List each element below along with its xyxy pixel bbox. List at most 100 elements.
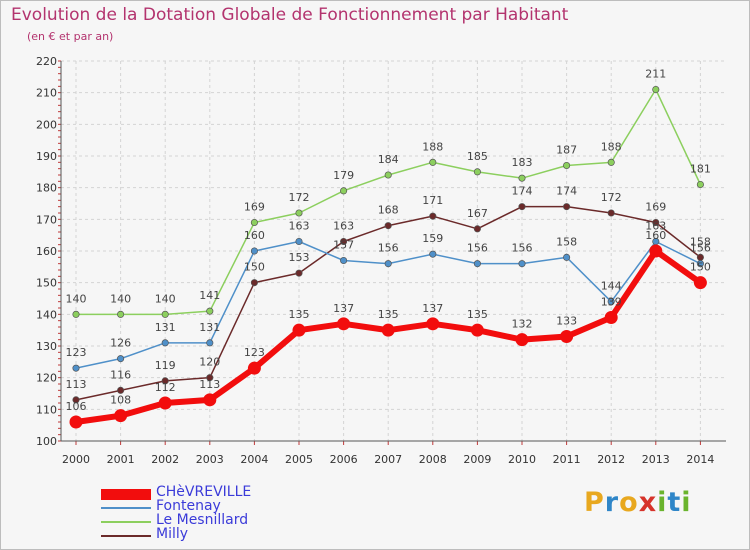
data-point [292, 323, 306, 337]
data-point [473, 225, 481, 233]
data-point [340, 237, 348, 246]
data-point [652, 85, 660, 94]
data-point [607, 298, 615, 306]
brand-letter: i [657, 487, 668, 518]
data-point [206, 339, 214, 347]
data-point [429, 212, 437, 220]
data-point [117, 355, 125, 363]
chart-subtitle: (en € et par an) [27, 30, 114, 43]
data-label: 139 [601, 296, 622, 309]
brand-letter: i [681, 487, 692, 518]
x-tick-label: 2012 [597, 453, 625, 466]
data-label: 187 [556, 144, 577, 157]
data-point [117, 386, 125, 394]
data-point [72, 396, 80, 404]
data-label: 185 [467, 150, 488, 163]
data-point [295, 269, 303, 277]
data-label: 179 [333, 169, 354, 182]
data-point [429, 250, 437, 258]
data-point [470, 323, 484, 337]
data-point [563, 161, 571, 170]
data-label: 135 [378, 308, 399, 321]
data-label: 158 [556, 235, 577, 248]
x-tick-label: 2008 [419, 453, 447, 466]
data-label: 188 [422, 140, 443, 153]
data-label: 156 [512, 242, 533, 255]
data-label: 140 [66, 292, 87, 305]
data-point [250, 279, 258, 287]
data-label: 174 [512, 185, 533, 198]
x-tick-label: 2003 [196, 453, 224, 466]
legend-swatch [101, 507, 151, 509]
data-point [161, 339, 169, 347]
y-tick-label: 190 [36, 150, 57, 163]
x-tick-label: 2007 [374, 453, 402, 466]
data-label: 153 [289, 251, 310, 264]
data-label: 135 [289, 308, 310, 321]
data-label: 158 [690, 235, 711, 248]
x-tick-label: 2005 [285, 453, 313, 466]
data-point [340, 256, 348, 265]
y-tick-label: 140 [36, 308, 57, 321]
data-label: 120 [199, 356, 220, 369]
y-tick-label: 110 [36, 403, 57, 416]
data-label: 171 [422, 194, 443, 207]
brand-letter: x [638, 487, 658, 518]
data-label: 169 [244, 201, 265, 214]
data-label: 150 [690, 261, 711, 274]
y-tick-label: 170 [36, 213, 57, 226]
data-point [426, 317, 440, 331]
data-label: 132 [512, 318, 533, 331]
brand-logo: Proxiti [584, 487, 692, 518]
data-point [117, 310, 125, 318]
data-label: 113 [66, 378, 87, 391]
data-label: 131 [155, 321, 176, 334]
data-point [518, 174, 526, 182]
data-point [518, 260, 526, 268]
data-label: 184 [378, 153, 399, 166]
brand-letter: o [619, 487, 639, 518]
data-point [247, 361, 261, 375]
data-point [515, 333, 529, 347]
data-point [381, 323, 395, 337]
data-point [429, 158, 437, 166]
x-tick-label: 2002 [151, 453, 179, 466]
data-point [203, 393, 217, 407]
data-label: 157 [333, 239, 354, 252]
data-label: 144 [601, 280, 622, 293]
data-label: 160 [244, 229, 265, 242]
data-point [206, 374, 214, 382]
data-point [560, 330, 574, 343]
data-label: 156 [467, 242, 488, 255]
data-label: 163 [289, 220, 310, 233]
data-point [161, 377, 169, 385]
data-point [563, 253, 571, 261]
data-point [518, 203, 526, 211]
data-label: 126 [110, 337, 131, 350]
data-label: 140 [155, 292, 176, 305]
legend-swatch [101, 521, 151, 523]
data-label: 188 [601, 140, 622, 153]
data-label: 133 [556, 315, 577, 328]
data-point [337, 317, 351, 331]
y-tick-label: 200 [36, 118, 57, 131]
brand-letter: r [604, 487, 620, 518]
legend-label: Milly [156, 526, 189, 542]
data-label: 163 [333, 220, 354, 233]
x-tick-label: 2011 [553, 453, 581, 466]
y-tick-label: 150 [36, 277, 57, 290]
data-point [295, 209, 303, 217]
data-point [250, 218, 258, 227]
y-tick-label: 100 [36, 435, 57, 448]
data-label: 140 [110, 292, 131, 305]
data-label: 167 [467, 207, 488, 220]
data-label: 168 [378, 204, 399, 217]
data-label: 137 [333, 302, 354, 315]
data-label: 174 [556, 185, 577, 198]
data-point [250, 247, 258, 255]
data-label: 169 [645, 201, 666, 214]
data-point [161, 310, 169, 318]
x-tick-label: 2009 [463, 453, 491, 466]
data-point [473, 168, 481, 176]
